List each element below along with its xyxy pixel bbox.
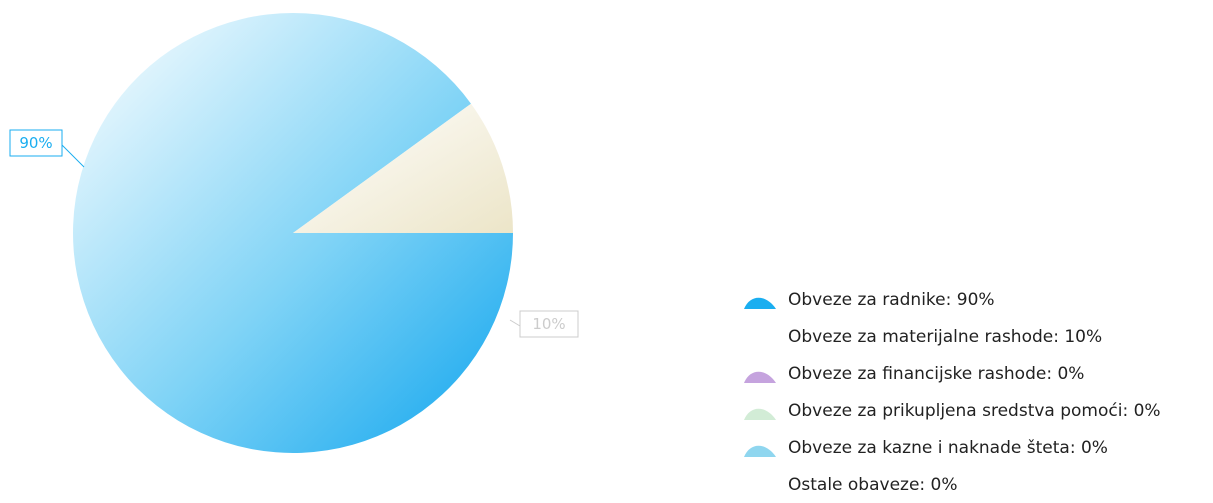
- legend-item: Obveze za materijalne rashode: 10%: [742, 318, 1161, 355]
- legend-label: Obveze za prikupljena sredstva pomoći: 0…: [788, 400, 1161, 421]
- legend-swatch-icon: [742, 438, 778, 458]
- data-label-leader-1: [61, 144, 85, 168]
- legend-swatch-icon: [742, 327, 778, 347]
- pie-slice-1: [72, 12, 513, 453]
- data-label-1: 90%: [9, 129, 85, 168]
- pie-slice-2: [293, 103, 513, 233]
- data-label-text-2: 10%: [532, 315, 565, 333]
- legend-item: Obveze za prikupljena sredstva pomoći: 0…: [742, 392, 1161, 429]
- legend-label: Obveze za materijalne rashode: 10%: [788, 326, 1103, 347]
- legend-swatch-icon: [742, 401, 778, 421]
- chart-legend: Obveze za radnike: 90% Obveze za materija…: [742, 281, 1161, 503]
- legend-label: Obveze za radnike: 90%: [788, 289, 995, 310]
- legend-label: Obveze za kazne i naknade šteta: 0%: [788, 437, 1108, 458]
- data-label-2: 10%: [509, 310, 579, 338]
- data-label-leader-2: [509, 319, 521, 327]
- legend-label: Obveze za financijske rashode: 0%: [788, 363, 1085, 384]
- pie-slices: [72, 12, 513, 453]
- legend-item: Obveze za kazne i naknade šteta: 0%: [742, 429, 1161, 466]
- legend-item: Obveze za radnike: 90%: [742, 281, 1161, 318]
- legend-swatch-icon: [742, 364, 778, 384]
- data-label-box-2: [519, 310, 579, 338]
- legend-item: Obveze za financijske rashode: 0%: [742, 355, 1161, 392]
- pie-data-labels: 90% 10%: [9, 129, 579, 338]
- data-label-text-1: 90%: [19, 134, 52, 152]
- data-label-box-1: [9, 129, 63, 157]
- legend-swatch-icon: [742, 290, 778, 310]
- pie-chart: 90% 10%: [9, 12, 579, 453]
